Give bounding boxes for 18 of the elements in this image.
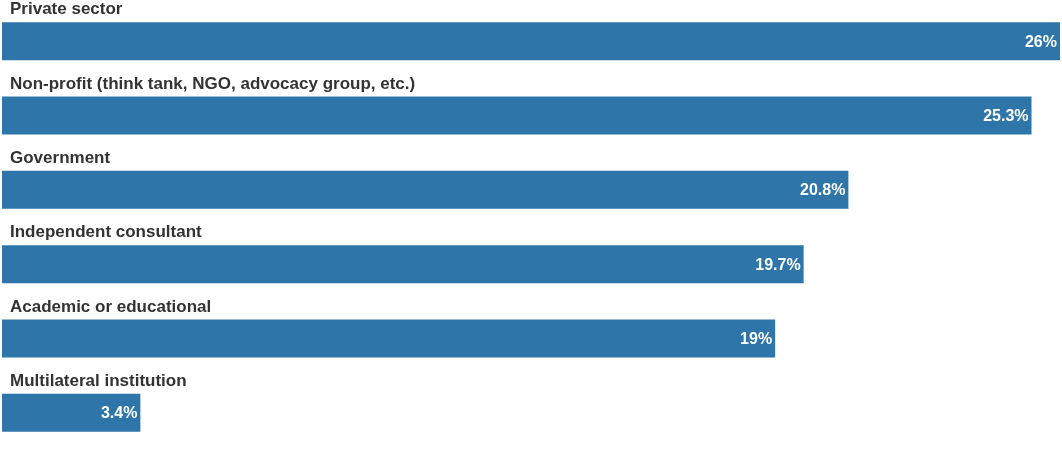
bar bbox=[2, 96, 1032, 135]
y-tick-label: Government bbox=[10, 147, 111, 167]
y-tick-label: Academic or educational bbox=[10, 296, 212, 316]
data-label: 25.3% bbox=[983, 107, 1029, 124]
data-label: 20.8% bbox=[800, 181, 846, 199]
y-tick-label: Multilateral institution bbox=[10, 370, 187, 390]
y-tick-label: Independent consultant bbox=[10, 222, 203, 242]
bar bbox=[2, 22, 1060, 61]
data-label: 26% bbox=[1024, 32, 1057, 50]
data-label: 19.7% bbox=[755, 255, 801, 273]
bar bbox=[2, 319, 776, 358]
bar bbox=[2, 170, 849, 209]
y-tick-label: Non-profit (think tank, NGO, advocacy group, etc.) bbox=[10, 73, 416, 93]
data-label: 3.4% bbox=[100, 404, 138, 422]
bar bbox=[2, 393, 141, 432]
y-tick-label: Private sector bbox=[10, 0, 123, 19]
bar bbox=[2, 245, 804, 284]
data-label: 19% bbox=[740, 330, 773, 347]
